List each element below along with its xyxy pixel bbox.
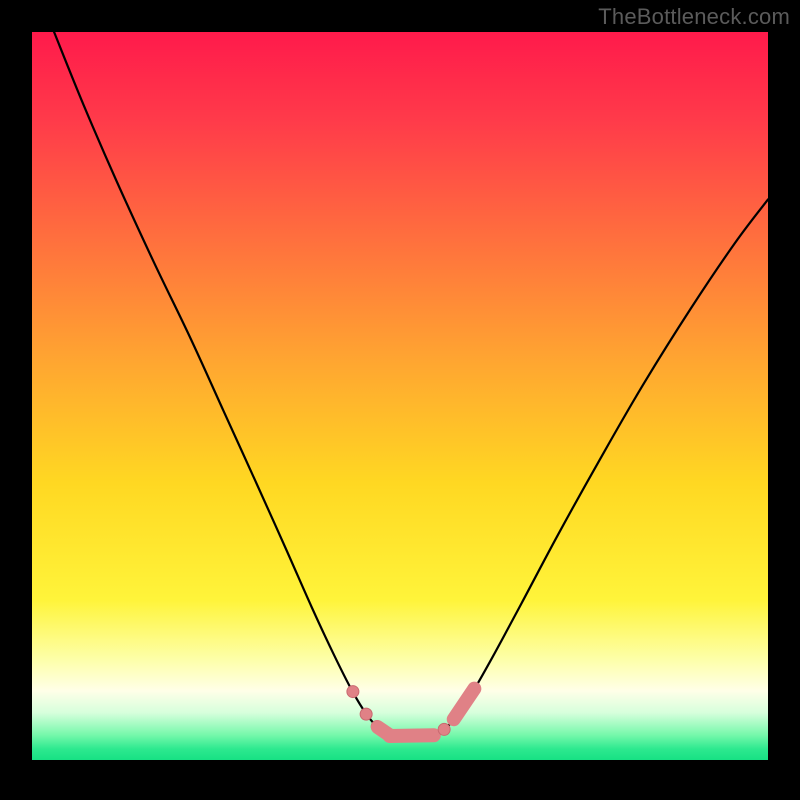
- marker-left-dot-0: [347, 686, 359, 698]
- marker-right-dot: [438, 723, 450, 735]
- marker-left-dot-1: [360, 708, 372, 720]
- plot-background: [32, 32, 768, 760]
- chart-stage: TheBottleneck.com: [0, 0, 800, 800]
- watermark-text: TheBottleneck.com: [598, 4, 790, 30]
- bottleneck-chart-svg: [0, 0, 800, 800]
